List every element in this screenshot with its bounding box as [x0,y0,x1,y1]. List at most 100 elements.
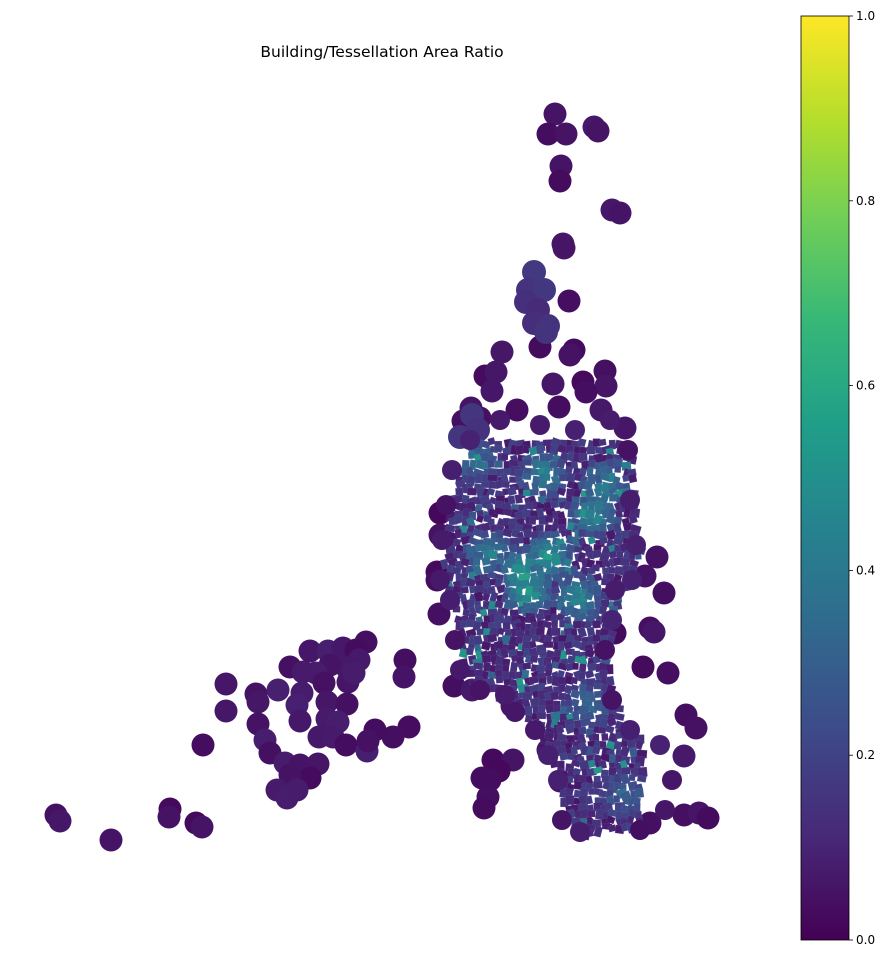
tessellation-cell [298,639,322,663]
colorbar-tick-label: 0.4 [856,563,875,577]
colorbar-tick-label: 0.0 [856,933,875,947]
tessellation-cell [628,774,636,782]
tessellation-cell [592,765,604,775]
tessellation-cell [472,796,496,820]
tessellation-cell [525,720,545,740]
tessellation-cell [662,770,682,790]
tessellation-cell [430,570,450,590]
tessellation-cell [475,514,485,524]
tessellation-cell [541,372,565,396]
tessellation-cell [634,739,645,751]
tessellation-cell [583,648,596,659]
figure-title: Building/Tessellation Area Ratio [260,43,503,61]
tessellation-cell [536,122,560,146]
tessellation-cell [470,680,490,700]
tessellation-cell [587,759,597,769]
tessellation-cell [466,647,474,656]
tessellation-cell [605,580,625,600]
tessellation-cell [634,787,645,799]
tessellation-cell [592,620,601,629]
colorbar-bar [800,15,850,941]
tessellation-cell [636,774,647,783]
tessellation-cell [543,731,555,741]
tessellation-cell [356,729,380,753]
tessellation-cell [334,733,358,757]
tessellation-cell [507,486,517,497]
tessellation-cell [490,340,514,364]
tessellation-cell [312,671,336,695]
tessellation-cell [479,530,490,539]
tessellation-cell [584,669,595,679]
tessellation-cell [642,620,666,644]
tessellation-cell [480,379,504,403]
tessellation-cell [392,665,416,689]
tessellation-cell [536,711,547,720]
tessellation-cell [529,654,539,664]
tessellation-cell [465,577,477,589]
tessellation-cell [612,536,625,547]
tessellation-cell [514,564,526,574]
tessellation-cell [288,709,312,733]
tessellation-cell [599,740,607,749]
tessellation-cell [605,675,615,687]
tessellation-cell [484,360,508,384]
tessellation-cell [191,733,215,757]
tessellation-cell [494,460,503,468]
tessellation-cell [442,460,462,480]
tessellation-cell [496,627,505,636]
tessellation-cell [608,201,632,225]
tessellation-cell [500,452,509,461]
tessellation-cell [696,806,720,830]
tessellation-cell [532,278,556,302]
tessellation-cell [601,733,609,742]
tessellation-cell [598,726,607,735]
tessellation-cell [570,676,579,685]
tessellation-cell [549,530,561,539]
tessellation-cell [630,820,650,840]
tessellation-cell [578,452,588,462]
tessellation-cell [631,655,655,679]
tessellation-cell [544,515,554,523]
tessellation-cell [460,430,480,450]
tessellation-cell [556,486,567,497]
tessellation-cell [620,490,640,510]
tessellation-cell [439,558,449,570]
tessellation-cell [550,500,559,509]
tessellation-cell [538,705,546,713]
tessellation-cell [606,572,615,582]
tessellation-cell [626,535,646,555]
tessellation-cell [335,692,359,716]
tessellation-cell [605,815,616,825]
tessellation-cell [572,620,583,629]
tessellation-cell [157,805,181,829]
tessellation-cell [505,398,529,422]
tessellation-cell [614,712,625,722]
tessellation-cell [598,536,609,545]
tessellation-cell [620,766,631,776]
tessellation-cell [559,752,569,761]
tessellation-cell [535,600,544,609]
tessellation-cell [528,675,540,685]
tessellation-cell [473,662,484,670]
tessellation-cell [605,664,614,675]
tessellation-cell [563,557,573,568]
tessellation-cell [480,640,492,651]
tessellation-cell [672,744,696,768]
tessellation-cell [543,542,553,552]
tessellation-cell [495,676,504,684]
tessellation-cell [548,169,572,193]
tessellation-cell [652,581,676,605]
tessellation-cell [521,571,532,581]
tessellation-cell [619,745,631,758]
tessellation-cell [487,437,496,446]
tessellation-cell [486,633,498,643]
tessellation-cell [550,627,561,637]
tessellation-cell [528,515,537,525]
tessellation-cell [645,545,669,569]
tessellation-cell [577,611,588,622]
tessellation-cell [593,781,603,789]
tessellation-cell [543,641,554,648]
tessellation-cell [584,795,594,805]
tessellation-cell [493,444,504,454]
tessellation-cell [445,630,465,650]
